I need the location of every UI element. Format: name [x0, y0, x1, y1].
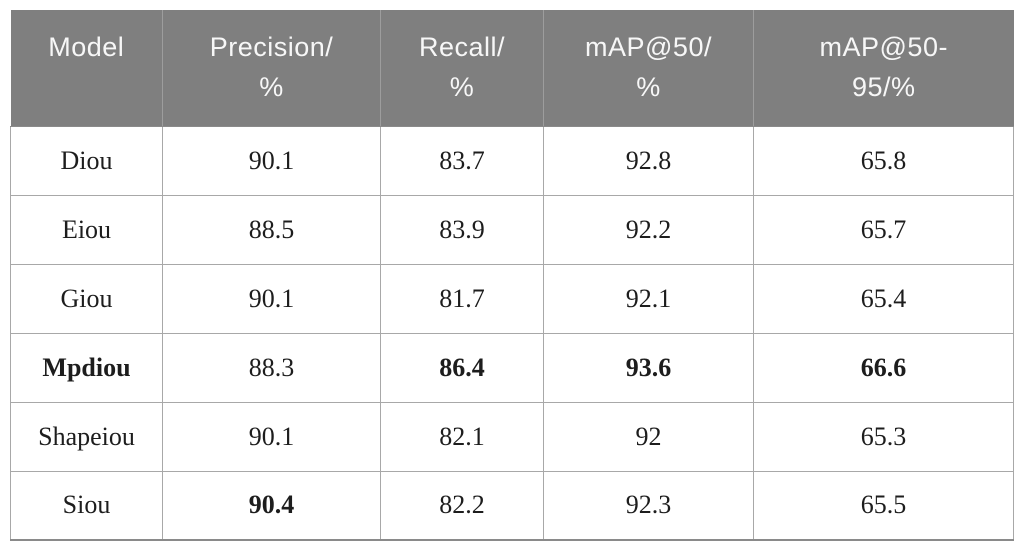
cell-map50: 92.3 [543, 470, 754, 541]
cell-map50: 92 [543, 401, 754, 472]
cell-precision: 90.4 [162, 470, 381, 541]
col-header-map50-95: mAP@50- 95/% [753, 10, 1014, 127]
header-label-line2: 95/% [851, 72, 916, 102]
table-row-siou: Siou 90.4 82.2 92.3 65.5 [10, 470, 1014, 541]
cell-map50-95: 65.7 [753, 194, 1014, 265]
cell-model: Shapeiou [10, 401, 163, 472]
cell-precision: 90.1 [162, 263, 381, 334]
cell-recall: 83.9 [380, 194, 544, 265]
cell-model: Mpdiou [10, 332, 163, 403]
cell-map50: 92.1 [543, 263, 754, 334]
cell-model: Giou [10, 263, 163, 334]
cell-recall: 86.4 [380, 332, 544, 403]
metrics-table: Model Precision/ % Recall/ % mAP@50/ % m… [10, 10, 1014, 541]
cell-recall: 82.1 [380, 401, 544, 472]
cell-map50: 92.8 [543, 125, 754, 196]
cell-map50-95: 65.3 [753, 401, 1014, 472]
cell-precision: 88.3 [162, 332, 381, 403]
header-label: mAP@50/ [585, 32, 712, 62]
cell-map50-95: 65.8 [753, 125, 1014, 196]
header-label: Recall/ [418, 32, 506, 62]
header-label-line2: % [636, 72, 661, 102]
cell-map50: 93.6 [543, 332, 754, 403]
table-row-eiou: Eiou 88.5 83.9 92.2 65.7 [10, 194, 1014, 265]
cell-recall: 81.7 [380, 263, 544, 334]
cell-map50-95: 65.4 [753, 263, 1014, 334]
header-row: Model Precision/ % Recall/ % mAP@50/ % m… [10, 10, 1014, 127]
cell-model: Diou [10, 125, 163, 196]
header-label: mAP@50- [819, 32, 948, 62]
table-row-mpdiou: Mpdiou 88.3 86.4 93.6 66.6 [10, 332, 1014, 403]
cell-precision: 90.1 [162, 401, 381, 472]
header-label-line2: % [259, 72, 284, 102]
col-header-model: Model [10, 10, 163, 127]
cell-map50-95: 66.6 [753, 332, 1014, 403]
cell-precision: 90.1 [162, 125, 381, 196]
table-row-giou: Giou 90.1 81.7 92.1 65.4 [10, 263, 1014, 334]
table-row-diou: Diou 90.1 83.7 92.8 65.8 [10, 125, 1014, 196]
header-label-line2: % [449, 72, 475, 102]
table-row-shapeiou: Shapeiou 90.1 82.1 92 65.3 [10, 401, 1014, 472]
cell-precision: 88.5 [162, 194, 381, 265]
header-label: Precision/ [209, 32, 334, 62]
header-label: Model [48, 32, 125, 62]
cell-map50: 92.2 [543, 194, 754, 265]
cell-recall: 83.7 [380, 125, 544, 196]
col-header-recall: Recall/ % [380, 10, 544, 127]
col-header-map50: mAP@50/ % [543, 10, 754, 127]
cell-model: Eiou [10, 194, 163, 265]
cell-recall: 82.2 [380, 470, 544, 541]
col-header-precision: Precision/ % [162, 10, 381, 127]
cell-model: Siou [10, 470, 163, 541]
cell-map50-95: 65.5 [753, 470, 1014, 541]
